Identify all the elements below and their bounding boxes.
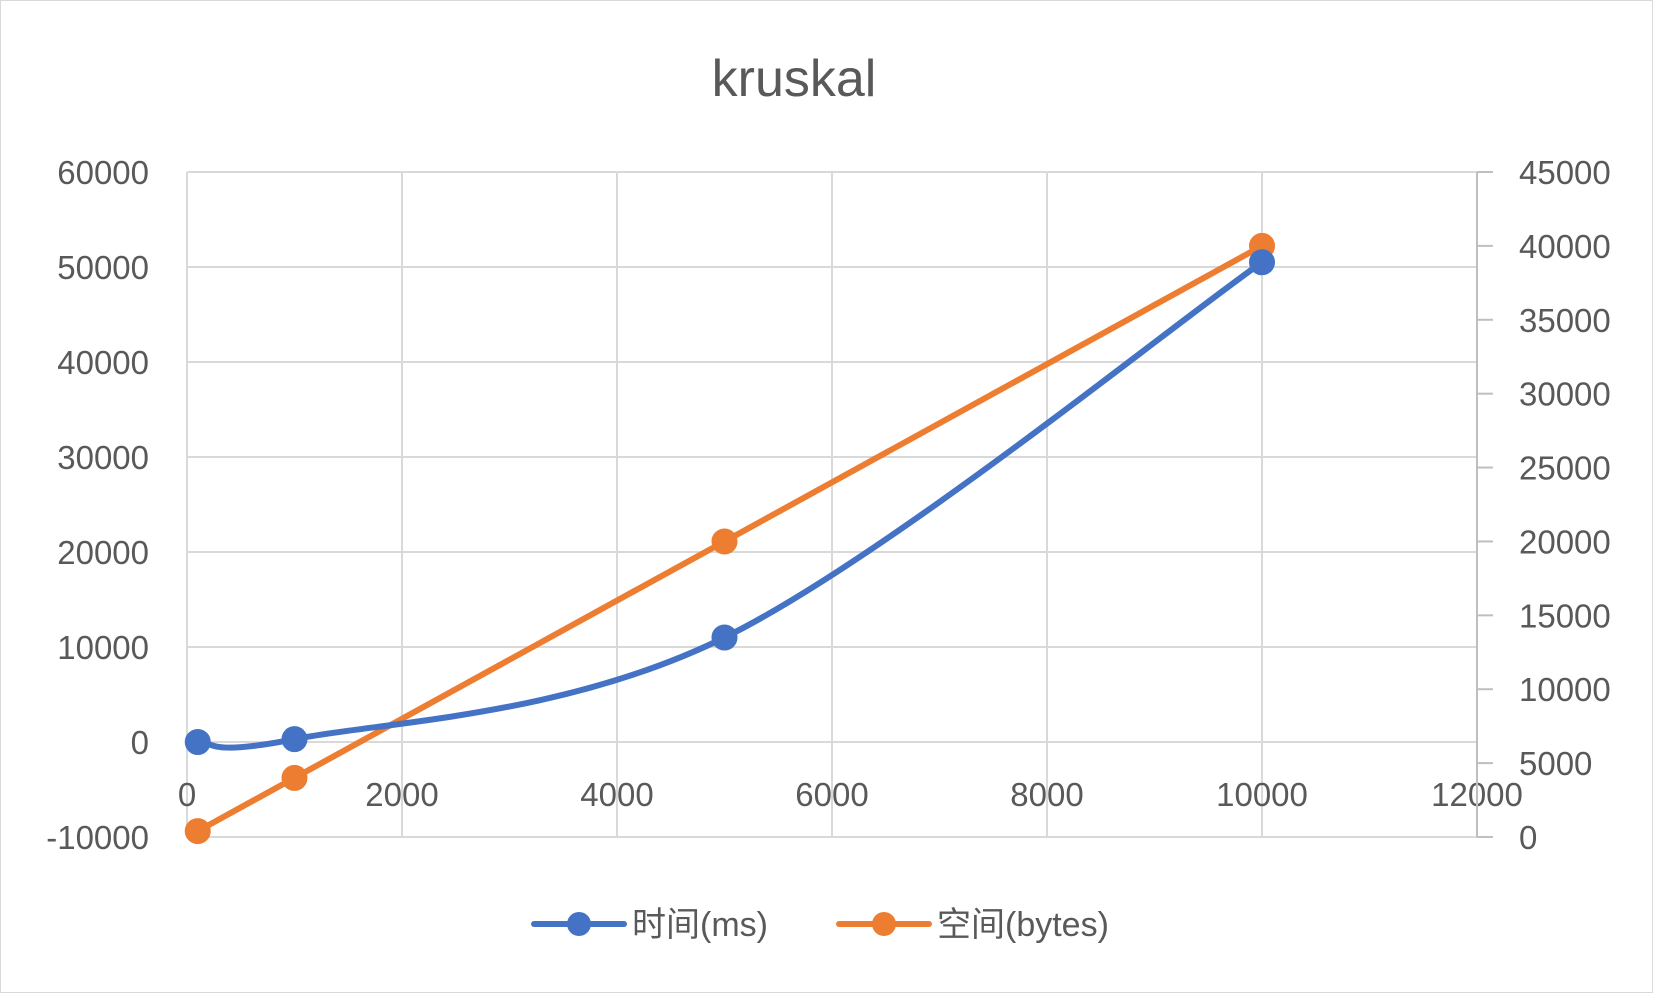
data-point-series-0 [711, 624, 738, 651]
data-point-series-0 [184, 729, 211, 755]
series-line-0 [194, 259, 1265, 751]
y2-tick-label: 25000 [1519, 450, 1611, 487]
y-tick-label: 0 [131, 724, 149, 761]
x-tick-label: 2000 [365, 776, 438, 813]
chart-title: kruskal [712, 50, 877, 108]
legend-label-0: 时间(ms) [632, 906, 768, 944]
series-line-1 [194, 242, 1265, 835]
x-tick-label: 0 [178, 776, 196, 813]
y-tick-label: 60000 [57, 154, 149, 191]
y2-tick-label: 35000 [1519, 302, 1611, 339]
data-point-series-0 [1249, 249, 1275, 276]
data-point-series-1 [184, 818, 211, 845]
y2-tick-label: 20000 [1519, 523, 1611, 560]
y-tick-label: 50000 [57, 249, 149, 286]
y2-tick-label: 10000 [1519, 671, 1611, 708]
y-tick-label: 30000 [57, 439, 149, 476]
axes: 0 2000 4000 6000 8000 10000 120006000050000400… [46, 154, 1611, 856]
y2-tick-label: 45000 [1519, 154, 1611, 191]
plot-series [184, 232, 1275, 845]
legend-marker-0 [567, 912, 591, 936]
y2-tick-label: 30000 [1519, 376, 1611, 413]
y2-tick-label: 15000 [1519, 597, 1611, 634]
grid-lines [186, 171, 1478, 838]
legend-label-1: 空间(bytes) [937, 906, 1109, 944]
x-tick-label: 10000 [1216, 776, 1308, 813]
y2-tick-label: 40000 [1519, 228, 1611, 265]
x-tick-label: 8000 [1010, 776, 1083, 813]
y2-tick-label: 0 [1519, 819, 1537, 856]
y-tick-label: 20000 [57, 534, 149, 571]
legend-marker-1 [872, 912, 896, 936]
data-point-series-1 [281, 764, 308, 791]
y2-tick-label: 5000 [1519, 745, 1592, 782]
y-tick-label: -10000 [46, 819, 149, 856]
x-tick-label: 6000 [795, 776, 868, 813]
y-tick-label: 40000 [57, 344, 149, 381]
x-tick-label: 4000 [580, 776, 653, 813]
data-point-series-0 [281, 726, 308, 753]
legend: 时间(ms) 空间(bytes) [531, 906, 1109, 944]
data-point-series-1 [711, 528, 738, 555]
y-tick-label: 10000 [57, 629, 149, 666]
